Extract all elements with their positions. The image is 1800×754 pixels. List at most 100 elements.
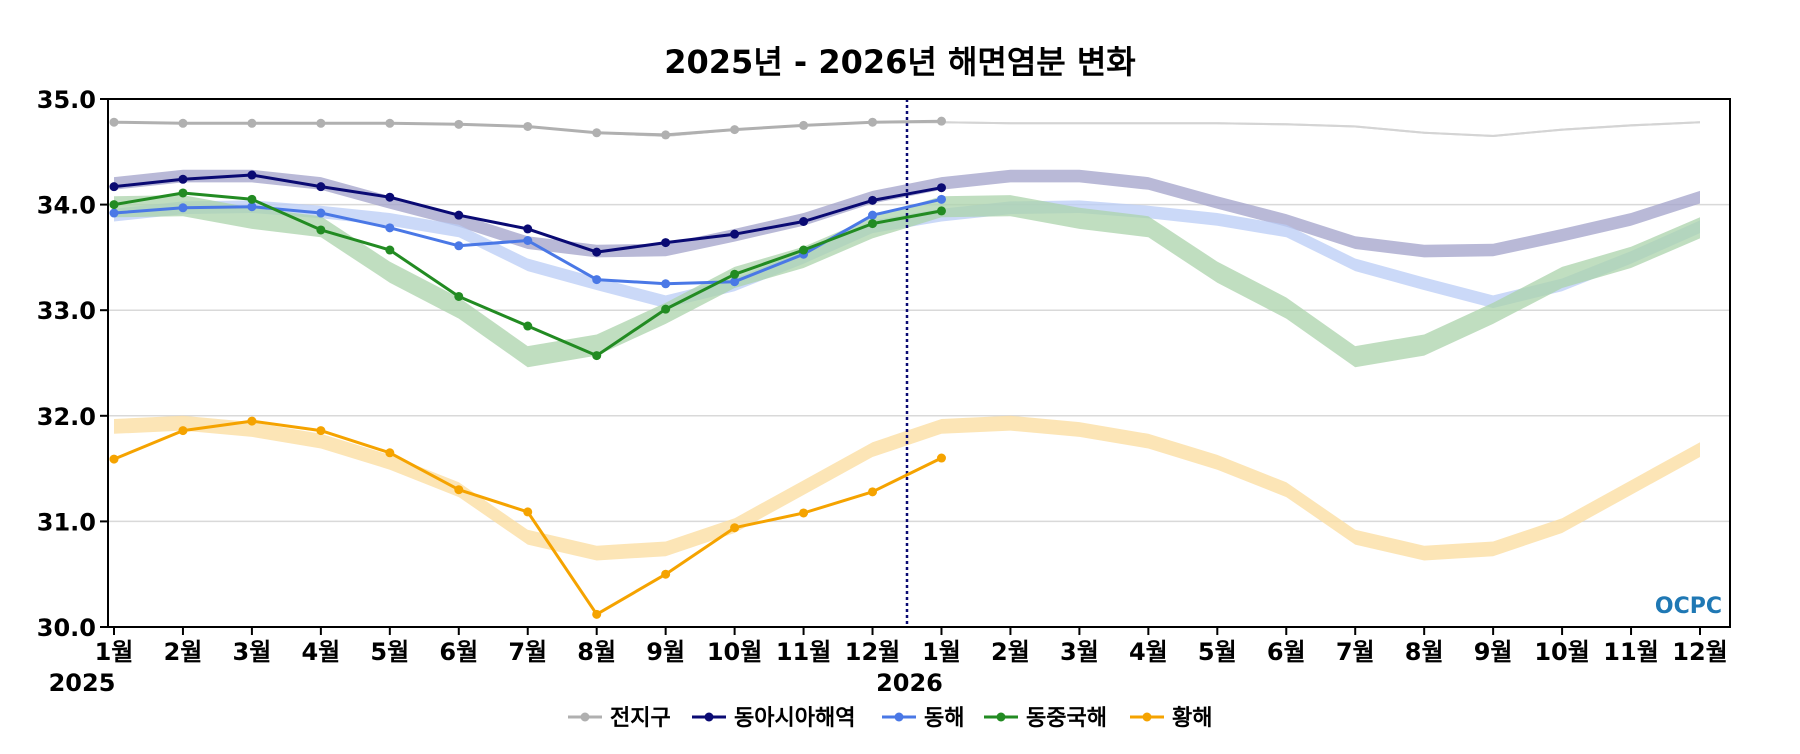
data-point — [661, 130, 671, 140]
ocpc-logo: OCPC — [1655, 594, 1722, 619]
data-point — [523, 236, 533, 246]
data-point — [936, 116, 946, 126]
legend-item: 전지구 — [568, 706, 671, 731]
data-point — [454, 119, 464, 129]
y-tick-label: 30.0 — [37, 614, 96, 642]
x-tick-label: 2월 — [991, 638, 1030, 666]
x-tick-label: 11월 — [1603, 638, 1658, 666]
chart-title: 2025년 - 2026년 해면염분 변화 — [664, 43, 1136, 81]
plot-frame — [107, 98, 1731, 628]
data-point — [385, 118, 395, 128]
legend-label: 전지구 — [610, 706, 671, 731]
data-point — [109, 182, 119, 192]
x-tick-label: 10월 — [707, 638, 762, 666]
data-point — [799, 120, 809, 130]
climatology-band — [114, 169, 1700, 258]
data-point — [592, 128, 602, 138]
y-tick-label: 35.0 — [37, 86, 96, 114]
data-point — [936, 206, 946, 216]
series-line — [113, 419, 943, 616]
x-tick-label: 12월 — [1672, 638, 1727, 666]
logo-text: OCPC — [1655, 594, 1722, 619]
x-tick-label: 6월 — [1267, 638, 1306, 666]
x-tick-label: 3월 — [1060, 638, 1099, 666]
x-tick-label: 11월 — [776, 638, 831, 666]
data-point — [178, 426, 188, 436]
data-point — [316, 118, 326, 128]
x-tick-label: 8월 — [1405, 638, 1444, 666]
legend-swatch-marker — [704, 712, 714, 722]
data-point — [799, 245, 809, 255]
data-point — [316, 225, 326, 235]
year-label: 2025 — [49, 669, 116, 697]
data-point — [936, 453, 946, 463]
axes: 30.0 31.0 32.0 33.0 34.0 35.0 1월 2월 3월 4월 5월 6월 7월 8월… — [37, 86, 1731, 697]
data-point — [109, 208, 119, 218]
data-point — [316, 426, 326, 436]
x-tick-label: 1월 — [922, 638, 961, 666]
data-point — [178, 203, 188, 213]
x-tick-label: 12월 — [845, 638, 900, 666]
data-point — [454, 291, 464, 301]
data-point — [178, 118, 188, 128]
data-point — [178, 188, 188, 198]
data-point — [385, 223, 395, 233]
x-tick-label: 5월 — [1198, 638, 1237, 666]
data-point — [661, 279, 671, 289]
data-point — [178, 174, 188, 184]
x-tick-label: 6월 — [439, 638, 478, 666]
data-point — [523, 121, 533, 131]
x-tick-label: 8월 — [577, 638, 616, 666]
data-point — [592, 247, 602, 257]
data-point — [868, 117, 878, 127]
data-point — [936, 194, 946, 204]
data-point — [523, 224, 533, 234]
y-tick-label: 32.0 — [37, 403, 96, 431]
data-point — [868, 195, 878, 205]
legend-label: 동중국해 — [1026, 706, 1107, 731]
data-point — [523, 321, 533, 331]
data-point — [247, 118, 257, 128]
data-point — [868, 219, 878, 229]
legend-label: 동아시아해역 — [734, 706, 855, 731]
legend-item: 동아시아해역 — [692, 706, 855, 731]
data-point — [592, 609, 602, 619]
data-point — [109, 200, 119, 210]
x-tick-label: 10월 — [1534, 638, 1589, 666]
data-point — [730, 229, 740, 239]
data-point — [247, 202, 257, 212]
data-point — [730, 269, 740, 279]
x-tick-label: 7월 — [508, 638, 547, 666]
series-lines — [109, 116, 946, 619]
data-point — [936, 183, 946, 193]
data-point — [868, 487, 878, 497]
y-tick-label: 33.0 — [37, 297, 96, 325]
x-tick-label: 4월 — [1129, 638, 1168, 666]
data-point — [316, 182, 326, 192]
data-point — [730, 523, 740, 533]
legend-swatch-marker — [996, 712, 1006, 722]
data-point — [385, 448, 395, 458]
year-label: 2026 — [876, 669, 943, 697]
legend-item: 동해 — [882, 706, 964, 731]
x-tick-label: 4월 — [301, 638, 340, 666]
data-point — [385, 245, 395, 255]
x-tick-label: 7월 — [1336, 638, 1375, 666]
data-point — [247, 170, 257, 180]
x-tick-label: 9월 — [646, 638, 685, 666]
data-point — [247, 416, 257, 426]
data-point — [454, 485, 464, 495]
data-point — [316, 208, 326, 218]
legend-item: 동중국해 — [984, 706, 1107, 731]
data-point — [661, 304, 671, 314]
data-point — [109, 454, 119, 464]
x-tick-label: 5월 — [370, 638, 409, 666]
legend: 전지구 동아시아해역 동해 동중국해 황해 — [568, 706, 1212, 731]
legend-label: 동해 — [924, 706, 964, 731]
climatology-band — [114, 415, 1700, 561]
legend-label: 황해 — [1172, 706, 1212, 731]
climatology-band — [114, 195, 1700, 368]
data-point — [454, 241, 464, 251]
